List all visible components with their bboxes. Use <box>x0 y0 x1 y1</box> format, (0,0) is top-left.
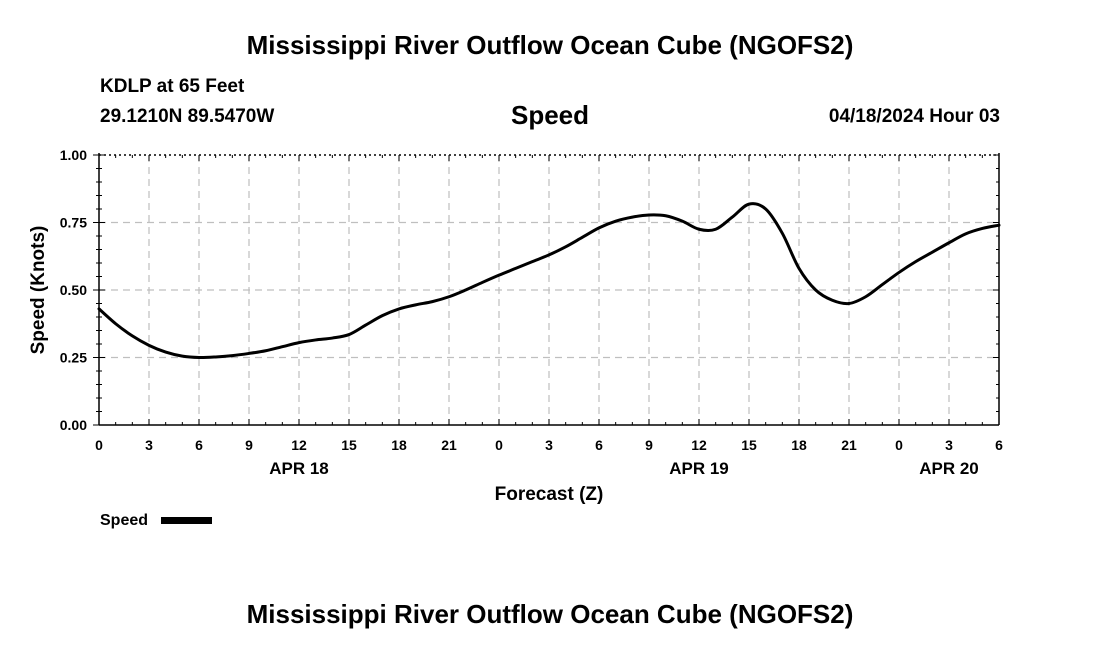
legend-swatch <box>161 517 212 524</box>
x-tick-label: 9 <box>245 437 253 453</box>
y-tick-label: 0.00 <box>60 417 87 433</box>
x-tick-label: 3 <box>145 437 153 453</box>
x-tick-label: 18 <box>791 437 807 453</box>
x-tick-label: 15 <box>341 437 357 453</box>
x-tick-label: 3 <box>945 437 953 453</box>
x-tick-label: 12 <box>691 437 707 453</box>
x-tick-label: 6 <box>595 437 603 453</box>
day-label: APR 20 <box>919 459 979 478</box>
x-tick-label: 0 <box>95 437 103 453</box>
day-label: APR 18 <box>269 459 329 478</box>
x-tick-label: 0 <box>895 437 903 453</box>
day-label: APR 19 <box>669 459 729 478</box>
footer-title: Mississippi River Outflow Ocean Cube (NG… <box>246 599 854 629</box>
x-tick-label: 21 <box>841 437 857 453</box>
x-tick-label: 18 <box>391 437 407 453</box>
chart-subtitle: Speed <box>510 100 590 130</box>
forecast-timestamp: 04/18/2024 Hour 03 <box>828 106 1000 127</box>
x-tick-label: 9 <box>645 437 653 453</box>
station-coordinates: 29.1210N 89.5470W <box>100 106 275 127</box>
x-axis-title: Forecast (Z) <box>495 484 604 505</box>
x-tick-label: 21 <box>441 437 457 453</box>
speed-series-line <box>97 202 1001 360</box>
x-tick-label: 6 <box>195 437 203 453</box>
y-tick-label: 0.25 <box>60 350 87 366</box>
x-tick-label: 6 <box>995 437 1003 453</box>
x-tick-label: 3 <box>545 437 553 453</box>
y-tick-label: 0.75 <box>60 215 87 231</box>
y-tick-label: 1.00 <box>60 147 87 163</box>
chart-main-title: Mississippi River Outflow Ocean Cube (NG… <box>246 30 854 60</box>
x-tick-label: 0 <box>495 437 503 453</box>
x-tick-label: 12 <box>291 437 307 453</box>
legend-label: Speed <box>100 512 148 529</box>
y-tick-label: 0.50 <box>60 282 87 298</box>
y-axis-title: Speed (Knots) <box>28 226 49 355</box>
x-tick-label: 15 <box>741 437 757 453</box>
station-label: KDLP at 65 Feet <box>100 76 245 97</box>
